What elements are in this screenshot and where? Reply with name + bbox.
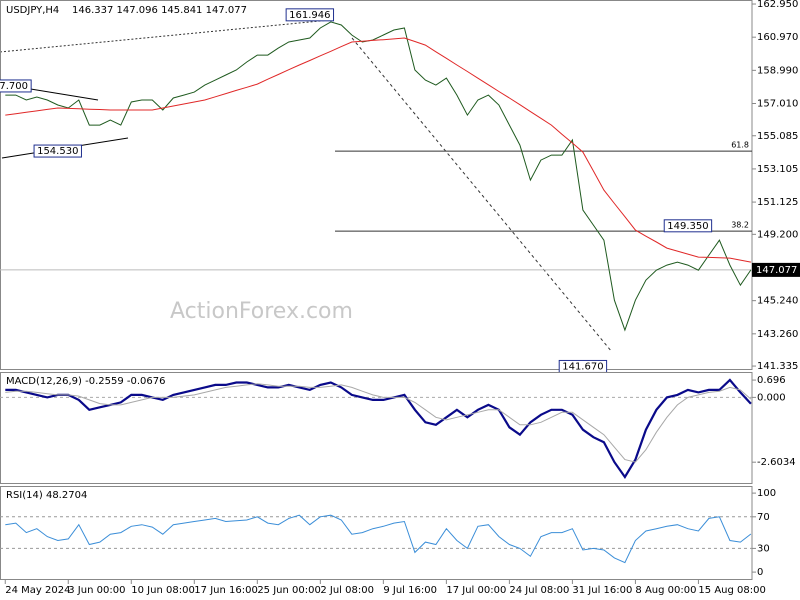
panel-frame bbox=[0, 372, 753, 484]
x-tick-label: 9 Jul 16:00 bbox=[383, 585, 437, 596]
annotation-box bbox=[0, 79, 32, 93]
chart-title: USDJPY,H4 bbox=[6, 5, 59, 16]
x-tick-label: 15 Aug 08:00 bbox=[698, 585, 765, 596]
y-tick-label: 0.000 bbox=[757, 392, 786, 403]
annotation-label: 7.700 bbox=[0, 81, 28, 92]
y-tick-label: 153.105 bbox=[757, 164, 798, 175]
y-tick-label: -2.6034 bbox=[757, 457, 796, 468]
fib-label: 61.8 bbox=[731, 141, 749, 150]
fib-label: 38.2 bbox=[731, 221, 749, 230]
x-tick-label: 17 Jul 00:00 bbox=[446, 585, 506, 596]
y-tick-label: 151.125 bbox=[757, 197, 798, 208]
watermark: ActionForex.com bbox=[170, 299, 353, 324]
ohlc-values: 146.337 147.096 145.841 147.077 bbox=[72, 5, 247, 16]
series-line bbox=[5, 514, 752, 564]
x-tick-label: 10 Jun 08:00 bbox=[131, 585, 195, 596]
panel-title: RSI(14) 48.2704 bbox=[6, 490, 87, 501]
annotation-box bbox=[33, 144, 82, 158]
y-tick-label: 141.335 bbox=[757, 361, 798, 372]
trend-line bbox=[351, 37, 613, 353]
x-tick-label: 2 Jul 08:00 bbox=[320, 585, 374, 596]
series-line bbox=[5, 383, 752, 463]
series-line bbox=[5, 21, 752, 332]
x-tick-label: 24 May 2024 bbox=[5, 585, 70, 596]
last-price-box bbox=[752, 262, 800, 277]
y-tick-label: 100 bbox=[757, 488, 776, 499]
annotation-box bbox=[285, 8, 335, 22]
x-tick-label: 24 Jul 08:00 bbox=[509, 585, 569, 596]
annotation-label: 149.350 bbox=[667, 221, 708, 232]
annotation-box bbox=[663, 219, 713, 233]
panel-frame bbox=[0, 486, 753, 580]
y-tick-label: 143.260 bbox=[757, 329, 798, 340]
y-tick-label: 162.950 bbox=[757, 0, 798, 10]
y-tick-label: 158.990 bbox=[757, 65, 798, 76]
x-tick-label: 31 Jul 16:00 bbox=[572, 585, 632, 596]
y-tick-label: 30 bbox=[757, 543, 770, 554]
annotation-label: 161.946 bbox=[289, 10, 330, 21]
y-tick-label: 155.085 bbox=[757, 131, 798, 142]
panel-frame bbox=[0, 0, 753, 370]
y-tick-label: 160.970 bbox=[757, 32, 798, 43]
y-tick-label: 0 bbox=[757, 567, 763, 578]
y-tick-label: 0.696 bbox=[757, 375, 786, 386]
series-line bbox=[5, 37, 751, 263]
annotation-label: 154.530 bbox=[37, 146, 78, 157]
y-tick-label: 145.240 bbox=[757, 296, 798, 307]
y-tick-label: 157.010 bbox=[757, 99, 798, 110]
x-tick-label: 8 Aug 00:00 bbox=[635, 585, 696, 596]
y-tick-label: 70 bbox=[757, 512, 770, 523]
series-line bbox=[5, 378, 752, 480]
x-tick-label: 25 Jun 00:00 bbox=[257, 585, 321, 596]
trend-line bbox=[0, 19, 331, 53]
x-tick-label: 3 Jun 00:00 bbox=[68, 585, 125, 596]
x-tick-label: 17 Jun 16:00 bbox=[194, 585, 258, 596]
annotation-label: 141.670 bbox=[562, 361, 603, 372]
last-price-label: 147.077 bbox=[756, 265, 797, 276]
panel-title: MACD(12,26,9) -0.2559 -0.0676 bbox=[6, 376, 166, 387]
y-tick-label: 149.200 bbox=[757, 229, 798, 240]
